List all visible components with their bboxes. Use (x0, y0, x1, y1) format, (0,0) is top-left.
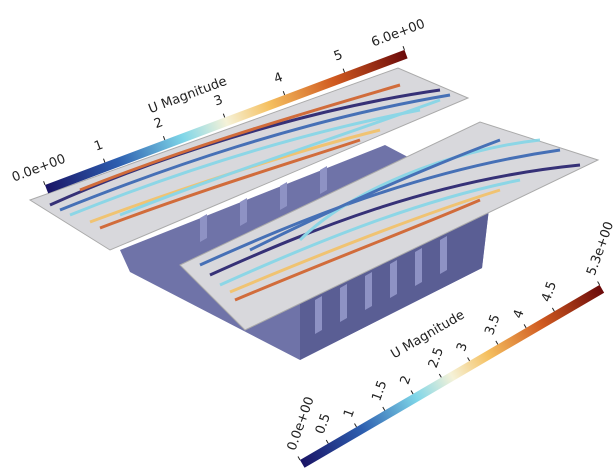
colorbar-tick-label: 0.0e+00 (285, 395, 318, 453)
colorbar-tick (411, 390, 413, 393)
colorbar-tick-label: 4.5 (539, 280, 560, 305)
colorbar-tick (163, 136, 164, 140)
colorbar-tick (104, 159, 105, 163)
colorbar-tick (524, 324, 526, 327)
colorbar-tick (598, 281, 600, 284)
page: {"colorbars": [ {"title": "U Magnitude",… (0, 0, 615, 472)
colorbar-tick-label: 2 (398, 374, 415, 387)
colorbar-tick-label: 5.3e+00 (584, 220, 615, 278)
colorbar-tick (355, 424, 357, 427)
colorbar-title: U Magnitude (388, 308, 467, 363)
colorbar-tick (298, 457, 300, 460)
colorbar-tick (383, 407, 385, 410)
colorbar-tick (343, 69, 344, 73)
colorbar-tick (496, 341, 498, 344)
colorbar-tick-label: 5 (332, 48, 345, 65)
colorbar-tick-label: 1 (341, 407, 358, 420)
colorbar-tick (403, 46, 404, 50)
visualization: U Magnitude0.0e+00123456.0e+00 U Magnitu… (0, 0, 615, 468)
colorbar-tick-label: 0.5 (313, 412, 334, 437)
colorbar-tick-label: 2.5 (426, 346, 447, 371)
colorbar-tick-label: 3.5 (482, 313, 503, 338)
colorbar-tick (439, 374, 441, 377)
colorbar-tick (223, 114, 224, 118)
colorbar-tick (468, 357, 470, 360)
colorbar-tick-label: 4 (272, 70, 285, 87)
colorbar-tick (283, 91, 284, 95)
colorbar-tick (44, 181, 45, 185)
colorbar-tick-label: 4 (511, 308, 528, 321)
colorbar-tick-label: 1.5 (369, 379, 390, 404)
colorbar-tick-label: 3 (212, 93, 225, 110)
colorbar-tick-label: 1 (92, 138, 105, 155)
colorbar-tick-label: 6.0e+00 (369, 17, 427, 51)
colorbar-tick (552, 308, 554, 311)
colorbar-tick-label: 2 (152, 115, 165, 132)
colorbar-tick-label: 3 (454, 341, 471, 354)
colorbar-tick (326, 440, 328, 443)
